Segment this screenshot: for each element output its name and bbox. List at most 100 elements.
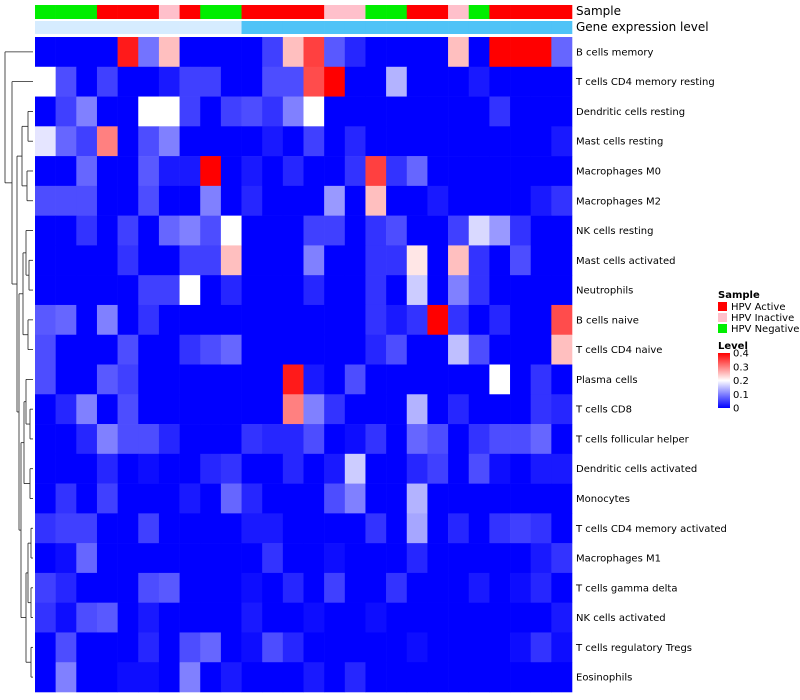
heatmap-cell bbox=[365, 632, 387, 663]
heatmap-cell bbox=[448, 602, 470, 633]
heatmap-cell bbox=[241, 304, 263, 336]
heatmap-cell bbox=[158, 662, 180, 693]
heatmap-cell bbox=[448, 543, 470, 574]
heatmap-cell bbox=[386, 364, 408, 395]
heatmap-cell bbox=[35, 334, 56, 365]
heatmap-cell bbox=[138, 662, 160, 693]
heatmap-cell bbox=[386, 126, 408, 157]
heatmap-cell bbox=[551, 632, 573, 663]
heatmap-cell bbox=[282, 453, 304, 484]
heatmap-cell bbox=[282, 364, 304, 395]
heatmap-cell bbox=[386, 66, 408, 97]
heatmap-cell bbox=[282, 185, 304, 216]
heatmap-cell bbox=[138, 394, 160, 425]
heatmap-cell bbox=[158, 275, 180, 306]
heatmap-cell bbox=[448, 394, 470, 425]
heatmap-cell bbox=[468, 394, 490, 425]
heatmap-cell bbox=[489, 185, 511, 216]
heatmap-cell bbox=[35, 453, 56, 484]
heatmap-cell bbox=[55, 96, 77, 127]
heatmap-cell bbox=[448, 572, 470, 603]
heatmap-cell bbox=[530, 572, 552, 603]
heatmap-cell bbox=[448, 662, 470, 693]
heatmap-cell bbox=[427, 364, 449, 395]
expression-annotation-cell bbox=[76, 21, 98, 34]
expression-annotation-cell bbox=[551, 21, 573, 34]
heatmap-cell bbox=[386, 513, 408, 544]
level-tick-label: 0 bbox=[733, 404, 739, 415]
heatmap-cell bbox=[158, 334, 180, 365]
heatmap-cell bbox=[468, 185, 490, 216]
heatmap-cell bbox=[200, 394, 222, 425]
expression-annotation-cell bbox=[55, 21, 77, 34]
heatmap-cell bbox=[262, 572, 284, 603]
heatmap-cell bbox=[386, 543, 408, 574]
heatmap-cell bbox=[76, 156, 98, 187]
heatmap-cell bbox=[530, 156, 552, 187]
heatmap-cell bbox=[76, 632, 98, 663]
sample-annotation-cell bbox=[427, 5, 449, 19]
annotation-tracks bbox=[35, 5, 573, 34]
heatmap-cell bbox=[117, 453, 139, 484]
heatmap-cell bbox=[55, 543, 77, 574]
heatmap-cell bbox=[365, 513, 387, 544]
expression-annotation-cell bbox=[303, 21, 325, 34]
heatmap-cell bbox=[262, 66, 284, 97]
heatmap-cell bbox=[530, 453, 552, 484]
heatmap-cell bbox=[55, 275, 77, 306]
heatmap-cell bbox=[324, 394, 346, 425]
heatmap-cell bbox=[427, 185, 449, 216]
heatmap-cell bbox=[220, 156, 242, 187]
heatmap-cell bbox=[365, 572, 387, 603]
heatmap-cell bbox=[365, 602, 387, 633]
heatmap-cell bbox=[200, 662, 222, 693]
expression-annotation-cell bbox=[448, 21, 470, 34]
heatmap-cell bbox=[344, 66, 366, 97]
heatmap-cell bbox=[386, 572, 408, 603]
heatmap-cell bbox=[55, 304, 77, 336]
heatmap-cell bbox=[158, 453, 180, 484]
row-label: T cells CD4 memory resting bbox=[575, 77, 715, 88]
heatmap-cell bbox=[530, 513, 552, 544]
heatmap-cell bbox=[76, 96, 98, 127]
heatmap-cell bbox=[324, 66, 346, 97]
heatmap-cell bbox=[344, 543, 366, 574]
row-label: T cells CD8 bbox=[575, 405, 632, 416]
heatmap-cell bbox=[96, 185, 118, 216]
heatmap-cell bbox=[158, 245, 180, 276]
sample-annotation-cell bbox=[448, 5, 470, 19]
heatmap-cell bbox=[489, 513, 511, 544]
heatmap-cell bbox=[551, 543, 573, 574]
heatmap-cell bbox=[241, 66, 263, 97]
sample-annotation-cell bbox=[489, 5, 511, 19]
heatmap-cell bbox=[468, 126, 490, 157]
heatmap-cell bbox=[76, 572, 98, 603]
heatmap-cell bbox=[96, 543, 118, 574]
heatmap-cell bbox=[427, 66, 449, 97]
heatmap-cell bbox=[262, 275, 284, 306]
sample-annotation-cell bbox=[96, 5, 118, 19]
expression-annotation-cell bbox=[386, 21, 408, 34]
heatmap-cell bbox=[303, 185, 325, 216]
heatmap-cell bbox=[468, 66, 490, 97]
heatmap-cell bbox=[303, 215, 325, 246]
heatmap-cell bbox=[530, 662, 552, 693]
expression-annotation-cell bbox=[489, 21, 511, 34]
heatmap-cell bbox=[303, 66, 325, 97]
heatmap-cell bbox=[510, 483, 531, 514]
heatmap-cell bbox=[282, 126, 304, 157]
heatmap-cell bbox=[138, 572, 160, 603]
heatmap-cell bbox=[76, 364, 98, 395]
heatmap-cell bbox=[406, 156, 428, 187]
heatmap-cell bbox=[158, 424, 180, 455]
heatmap-cell bbox=[303, 364, 325, 395]
heatmap-cell bbox=[427, 304, 449, 336]
heatmap-cell bbox=[489, 96, 511, 127]
heatmap-cell bbox=[324, 483, 346, 514]
heatmap-cell bbox=[282, 96, 304, 127]
heatmap-cell bbox=[406, 304, 428, 336]
heatmap-cell bbox=[344, 513, 366, 544]
heatmap-cell bbox=[96, 37, 118, 68]
heatmap-cell bbox=[324, 453, 346, 484]
heatmap-cell bbox=[386, 483, 408, 514]
